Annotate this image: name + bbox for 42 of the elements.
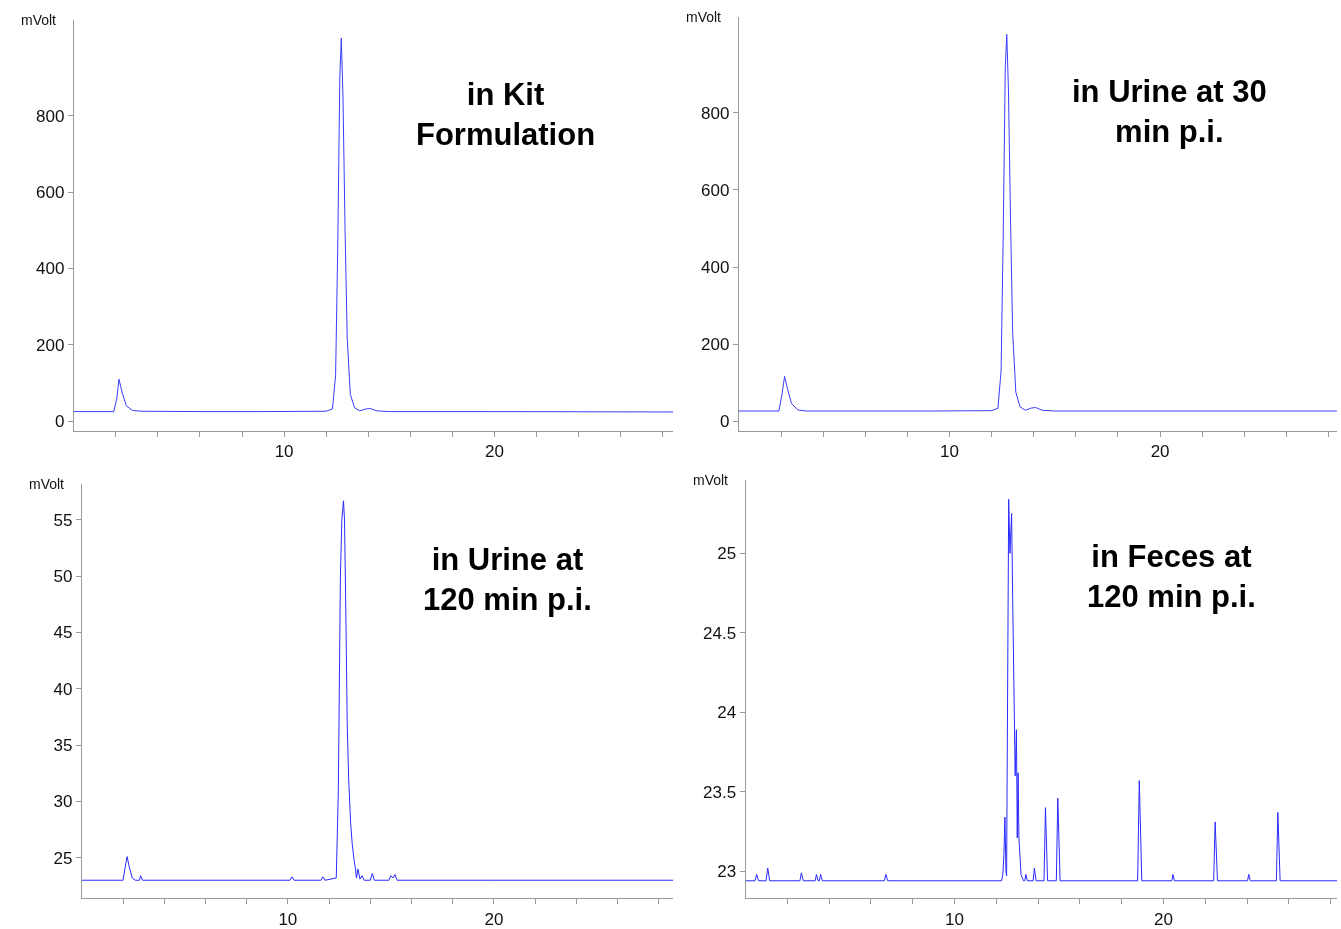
y-tick-label: 23.5 bbox=[703, 782, 737, 802]
text: in Urine at 120 min p.i. bbox=[423, 542, 592, 618]
line-series bbox=[738, 33, 1337, 412]
y-tick-label: 400 bbox=[701, 257, 730, 277]
x-tick-label: 20 bbox=[1154, 909, 1173, 929]
line-series bbox=[745, 498, 1337, 882]
x-tick-label: 10 bbox=[940, 442, 959, 462]
line-series bbox=[81, 500, 674, 881]
y-tick-label: 24 bbox=[717, 703, 737, 723]
y-tick-label: 600 bbox=[701, 180, 730, 200]
y-tick-label: 23 bbox=[717, 862, 737, 882]
y-tick-label: 200 bbox=[35, 335, 65, 355]
y-tick-label: 400 bbox=[35, 259, 65, 279]
y-axis-title: mVolt bbox=[686, 9, 722, 25]
y-tick-label: 0 bbox=[54, 412, 65, 432]
x-tick-label: 20 bbox=[484, 442, 504, 462]
y-tick-label: 24.5 bbox=[703, 623, 737, 643]
y-tick-label: 600 bbox=[35, 183, 65, 203]
y-axis-title: mVolt bbox=[693, 472, 729, 488]
y-tick-label: 30 bbox=[53, 792, 73, 812]
y-tick-label: 45 bbox=[53, 623, 73, 643]
y-tick-label: 50 bbox=[53, 567, 73, 587]
y-tick-label: 25 bbox=[53, 848, 73, 868]
x-tick-label: 20 bbox=[484, 909, 504, 929]
y-tick-label: 0 bbox=[720, 412, 730, 431]
y-tick-label: 800 bbox=[35, 106, 65, 126]
text: in Feces at 120 min p.i. bbox=[1087, 539, 1256, 615]
y-tick-label: 55 bbox=[53, 510, 73, 530]
x-tick-label: 10 bbox=[278, 909, 298, 929]
y-axis-title: mVolt bbox=[29, 476, 65, 492]
y-axis-title: mVolt bbox=[21, 12, 57, 28]
line-series bbox=[73, 37, 674, 413]
x-tick-label: 10 bbox=[945, 909, 965, 929]
x-tick-label: 20 bbox=[1150, 442, 1170, 462]
text: in Urine at 30 min p.i. bbox=[1072, 74, 1267, 150]
y-tick-label: 35 bbox=[53, 736, 73, 756]
x-tick-label: 10 bbox=[274, 442, 294, 462]
text: in Kit Formulation bbox=[416, 77, 596, 153]
y-tick-label: 25 bbox=[717, 544, 737, 564]
y-tick-label: 800 bbox=[701, 103, 730, 123]
y-tick-label: 200 bbox=[701, 334, 730, 354]
y-tick-label: 40 bbox=[53, 679, 73, 699]
